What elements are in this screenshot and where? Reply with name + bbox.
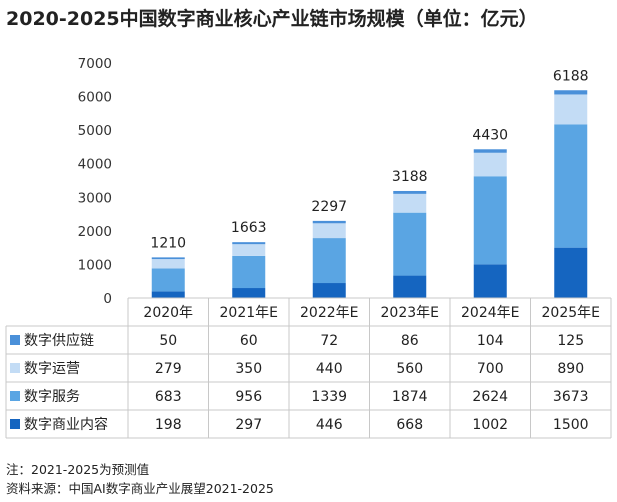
table-cell-value: 125 [557,333,584,349]
y-tick-label: 4000 [78,157,112,173]
bar-segment [151,268,185,292]
table-cell-value: 560 [396,361,423,377]
bar-segment [151,259,185,269]
table-cell-value: 700 [477,361,504,377]
bar-segment [151,291,185,298]
bar-segment [232,255,266,289]
table-cell-value: 2624 [472,389,508,405]
bar-total-label: 6188 [553,68,589,84]
bar-total-label: 2297 [311,199,347,215]
bar-segment [393,190,427,194]
bar-segment [554,90,588,95]
bar-segment [393,212,427,276]
x-category-label: 2021年E [220,305,278,321]
table-cell-value: 1002 [472,417,508,433]
table-cell-value: 683 [155,389,182,405]
bar-segment [393,193,427,213]
bar-segment [232,242,266,245]
bar-segment [554,247,588,298]
legend-label: 数字运营 [24,361,80,377]
bar-total-label: 1210 [150,235,186,251]
x-category-label: 2025年E [542,305,600,321]
x-category-label: 2024年E [461,305,519,321]
table-cell-value: 279 [155,361,182,377]
table-cell-value: 668 [396,417,423,433]
table-cell-value: 1500 [553,417,589,433]
source-note: 资料来源：中国AI数字商业产业展望2021-2025 [6,481,274,496]
legend-swatch [10,391,20,401]
table-cell-value: 1874 [392,389,428,405]
y-tick-label: 3000 [78,190,112,206]
bar-segment [554,124,588,248]
table-cell-value: 956 [235,389,262,405]
y-tick-label: 1000 [78,257,112,273]
x-category-label: 2023年E [381,305,439,321]
y-tick-label: 7000 [78,56,112,72]
bar-segment [312,220,346,224]
bar-total-label: 1663 [231,220,267,236]
bar-segment [312,238,346,284]
table-cell-value: 3673 [553,389,589,405]
legend-label: 数字商业内容 [24,416,108,433]
forecast-note: 注：2021-2025为预测值 [6,462,150,477]
table-cell-value: 50 [159,333,177,349]
bar-segment [312,223,346,239]
x-category-label: 2020年 [143,305,193,321]
notes: 注：2021-2025为预测值 资料来源：中国AI数字商业产业展望2021-20… [6,460,274,498]
table-cell-value: 72 [320,333,338,349]
table-cell-value: 104 [477,333,504,349]
bar-segment [473,152,507,177]
table-cell-value: 350 [235,361,262,377]
y-tick-label: 2000 [78,224,112,240]
bar-segment [312,283,346,298]
bar-total-label: 4430 [472,127,508,143]
legend-swatch [10,363,20,373]
bar-segment [232,244,266,256]
table-cell-value: 1339 [311,389,347,405]
bar-segment [232,288,266,298]
y-tick-label: 6000 [78,90,112,106]
bar-segment [473,149,507,153]
y-tick-label: 5000 [78,123,112,139]
chart-title: 2020-2025中国数字商业核心产业链市场规模（单位：亿元） [6,8,538,30]
bar-segment [473,176,507,265]
x-category-label: 2022年E [300,305,358,321]
legend-swatch [10,419,20,429]
legend-swatch [10,335,20,345]
table-cell-value: 440 [316,361,343,377]
table-cell-value: 446 [316,417,343,433]
table-cell-value: 890 [557,361,584,377]
legend-label: 数字供应链 [24,332,94,349]
bar-total-label: 3188 [392,169,428,185]
table-cell-value: 198 [155,417,182,433]
table-cell-value: 297 [235,417,262,433]
legend-label: 数字服务 [24,389,80,405]
table-cell-value: 60 [240,333,258,349]
y-tick-label: 0 [103,291,112,307]
bar-segment [151,257,185,260]
bar-segment [554,94,588,125]
chart: 0 1000 2000 3000 4000 5000 6000 7000 1210 1663 229… [5,56,612,439]
bar-segment [393,275,427,298]
bar-segment [473,264,507,298]
table-cell-value: 86 [401,333,419,349]
